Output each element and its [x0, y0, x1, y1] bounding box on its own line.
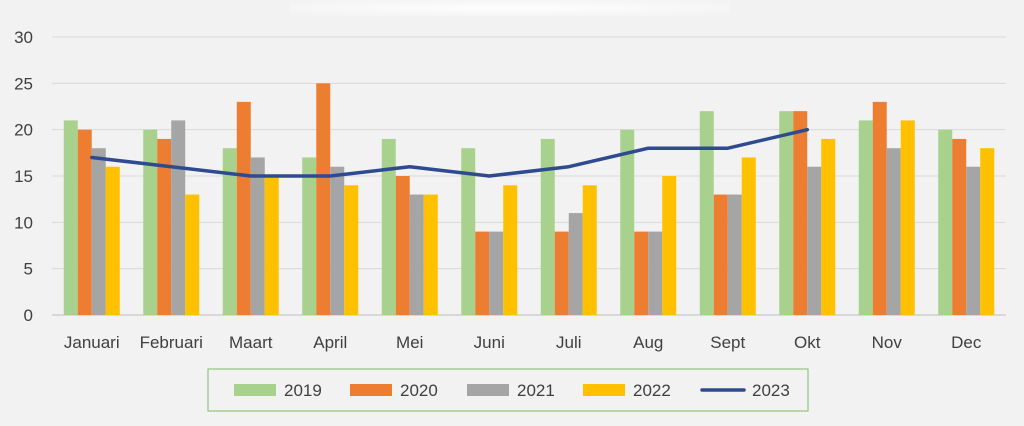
- legend: 2019 2020 2021 2022 2023: [207, 368, 809, 412]
- bar-2020-mei: [395, 176, 410, 315]
- legend-label-2020: 2020: [400, 381, 438, 400]
- bar-2022-okt: [821, 138, 836, 315]
- y-tick-label: 20: [14, 121, 33, 140]
- bar-2020-maart: [236, 101, 251, 315]
- x-label-aug: Aug: [633, 333, 663, 352]
- bar-2019-juni: [461, 148, 476, 315]
- bar-2022-juni: [503, 185, 518, 315]
- bar-2021-maart: [250, 157, 265, 315]
- bar-2019-mei: [381, 138, 396, 315]
- y-tick-label: 25: [14, 74, 33, 93]
- bar-2021-sept: [727, 194, 742, 315]
- legend-label-2022: 2022: [633, 381, 671, 400]
- bar-2022-juli: [582, 185, 597, 315]
- bar-2021-mei: [409, 194, 424, 315]
- bar-2022-dec: [980, 148, 995, 315]
- legend-label-2021: 2021: [517, 381, 555, 400]
- line-2023: [90, 127, 810, 178]
- legend-swatch-2021: [467, 384, 509, 396]
- bar-2020-okt: [793, 111, 808, 315]
- x-label-sept: Sept: [710, 333, 745, 352]
- x-axis: Januari Februari Maart April Mei Juni Juli Aug S…: [64, 333, 982, 352]
- bar-2020-januari: [77, 129, 92, 315]
- bar-2020-dec: [952, 138, 967, 315]
- bar-2021-april: [330, 166, 345, 315]
- x-label-april: April: [313, 333, 347, 352]
- bars: [63, 83, 995, 316]
- bar-2019-juli: [540, 138, 555, 315]
- bar-2019-april: [302, 157, 317, 315]
- legend-box: [207, 368, 809, 412]
- bar-2022-maart: [264, 176, 279, 315]
- x-label-januari: Januari: [64, 333, 120, 352]
- bar-2022-mei: [423, 194, 438, 315]
- bar-2019-maart: [222, 148, 237, 315]
- bar-2021-juli: [568, 213, 583, 315]
- y-tick-label: 15: [14, 167, 33, 186]
- y-axis: 0 5 10 15 20 25 30: [14, 28, 33, 325]
- x-label-juli: Juli: [556, 333, 582, 352]
- bar-2022-sept: [741, 157, 756, 315]
- bar-2020-april: [316, 83, 331, 315]
- bar-2020-aug: [634, 231, 649, 315]
- legend-swatch-2019: [234, 384, 276, 396]
- bar-2020-nov: [872, 101, 887, 315]
- bar-2019-okt: [779, 111, 794, 315]
- gridlines: [52, 36, 1006, 316]
- bar-2022-nov: [900, 120, 915, 316]
- bar-2020-juni: [475, 231, 490, 315]
- y-tick-label: 30: [14, 28, 33, 47]
- x-label-juni: Juni: [474, 333, 505, 352]
- legend-swatch-2022: [583, 384, 625, 396]
- x-label-maart: Maart: [229, 333, 273, 352]
- legend-swatch-2020: [350, 384, 392, 396]
- bar-2019-januari: [63, 120, 78, 316]
- y-tick-label: 0: [24, 306, 33, 325]
- bar-2019-aug: [620, 129, 635, 315]
- bar-2021-aug: [648, 231, 663, 315]
- bar-2022-januari: [105, 166, 120, 315]
- bar-2019-sept: [699, 111, 714, 315]
- legend-label-2019: 2019: [284, 381, 322, 400]
- bar-2022-april: [344, 185, 359, 315]
- bar-2021-juni: [489, 231, 504, 315]
- bar-2020-sept: [713, 194, 728, 315]
- bar-2019-nov: [858, 120, 873, 316]
- bar-2021-okt: [807, 166, 822, 315]
- y-tick-label: 5: [24, 260, 33, 279]
- bar-2019-februari: [143, 129, 158, 315]
- bar-2022-februari: [185, 194, 200, 315]
- bar-2020-juli: [554, 231, 569, 315]
- x-label-okt: Okt: [794, 333, 821, 352]
- bar-2021-januari: [91, 148, 106, 315]
- x-label-nov: Nov: [872, 333, 903, 352]
- top-glow-decoration: [290, 0, 730, 16]
- bar-2022-aug: [662, 176, 677, 315]
- x-label-mei: Mei: [396, 333, 423, 352]
- bar-2021-dec: [966, 166, 981, 315]
- x-label-dec: Dec: [951, 333, 982, 352]
- legend-label-2023: 2023: [752, 381, 790, 400]
- y-tick-label: 10: [14, 213, 33, 232]
- bar-2019-dec: [938, 129, 953, 315]
- x-label-februari: Februari: [140, 333, 203, 352]
- bar-2021-nov: [886, 148, 901, 315]
- bar-2021-februari: [171, 120, 186, 316]
- line-series: [90, 127, 810, 178]
- bar-2020-februari: [157, 138, 172, 315]
